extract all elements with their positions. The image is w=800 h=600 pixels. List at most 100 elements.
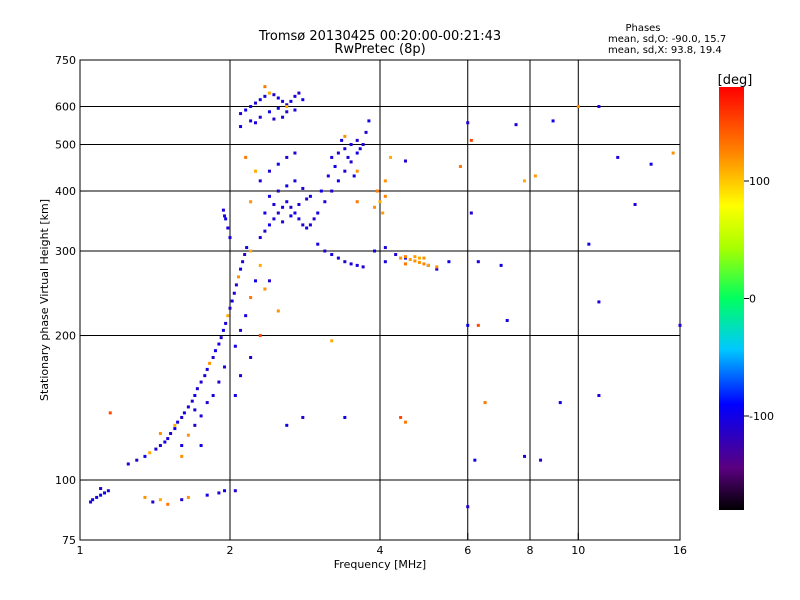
data-point [422, 262, 426, 266]
data-point [383, 246, 387, 250]
data-point [505, 318, 509, 322]
data-point [426, 263, 430, 267]
data-point [476, 323, 480, 327]
data-point [186, 405, 190, 409]
data-point [336, 256, 340, 260]
data-point [276, 309, 280, 313]
data-point [239, 267, 243, 271]
data-point [253, 169, 257, 173]
data-point [361, 143, 365, 147]
data-point [249, 355, 253, 359]
data-point [233, 344, 237, 348]
data-point [469, 138, 473, 142]
data-point [417, 256, 421, 260]
data-point [223, 214, 227, 218]
data-point [224, 217, 228, 221]
grid [80, 60, 680, 540]
data-point [394, 253, 398, 257]
x-tick-label: 4 [377, 544, 384, 557]
data-point [135, 458, 139, 462]
data-point [228, 306, 232, 310]
data-point [267, 194, 271, 198]
data-point [343, 260, 347, 264]
data-point [95, 495, 99, 499]
data-point [597, 105, 601, 109]
data-point [263, 85, 267, 89]
data-point [297, 202, 301, 206]
data-point [173, 423, 177, 427]
data-point [89, 500, 93, 504]
data-point [539, 458, 543, 462]
data-point [678, 323, 682, 327]
data-point [239, 125, 243, 129]
data-point [230, 299, 234, 303]
data-point [523, 454, 527, 458]
data-point [285, 423, 289, 427]
data-point [417, 260, 421, 264]
data-point [258, 98, 262, 102]
data-point [383, 194, 387, 198]
data-point [217, 342, 221, 346]
colorbar [719, 87, 744, 510]
data-point [253, 279, 257, 283]
data-point [180, 415, 184, 419]
data-point [213, 349, 217, 353]
data-point [355, 138, 359, 142]
stats-line-o: mean, sd,O: -90.0, 15.7 [608, 34, 726, 45]
data-point [166, 502, 170, 506]
data-point [186, 433, 190, 437]
data-point [211, 394, 215, 398]
data-point [272, 217, 276, 221]
data-point [301, 415, 305, 419]
y-tick-label: 75 [62, 534, 76, 547]
y-tick-label: 200 [55, 330, 76, 343]
data-point [199, 444, 203, 448]
data-point [143, 495, 147, 499]
data-point [523, 179, 527, 183]
data-point [514, 123, 518, 127]
data-point [217, 491, 221, 495]
data-point [422, 256, 426, 260]
y-tick-label: 400 [55, 185, 76, 198]
data-point [258, 115, 262, 119]
data-point [245, 246, 249, 250]
colorbar-tick-label: 100 [749, 175, 770, 188]
data-point [349, 160, 353, 164]
data-point [258, 263, 262, 267]
data-point [176, 420, 180, 424]
data-point [244, 155, 248, 159]
data-point [373, 205, 377, 209]
data-point [297, 217, 301, 221]
data-point [263, 229, 267, 233]
data-point [205, 401, 209, 405]
data-point [587, 242, 591, 246]
data-point [383, 260, 387, 264]
data-point [208, 361, 212, 365]
data-point [466, 505, 470, 509]
data-point [435, 267, 439, 271]
data-point [203, 374, 207, 378]
data-point [336, 179, 340, 183]
data-point [466, 121, 470, 125]
x-tick-label: 1 [77, 544, 84, 557]
data-point [381, 211, 385, 215]
data-point [319, 189, 323, 193]
data-point [308, 194, 312, 198]
data-point [217, 380, 221, 384]
data-point [219, 336, 223, 340]
y-tick-label: 500 [55, 139, 76, 152]
data-point [323, 200, 327, 204]
data-point [301, 223, 305, 227]
data-point [597, 394, 601, 398]
x-tick-label: 16 [673, 544, 687, 557]
data-point [272, 93, 276, 97]
data-point [355, 200, 359, 204]
stats-line-x: mean, sd,X: 93.8, 19.4 [608, 45, 722, 56]
data-point [616, 155, 620, 159]
data-point [163, 440, 167, 444]
x-tick-label: 10 [571, 544, 585, 557]
data-point [239, 374, 243, 378]
data-point [413, 259, 417, 263]
data-point [263, 287, 267, 291]
